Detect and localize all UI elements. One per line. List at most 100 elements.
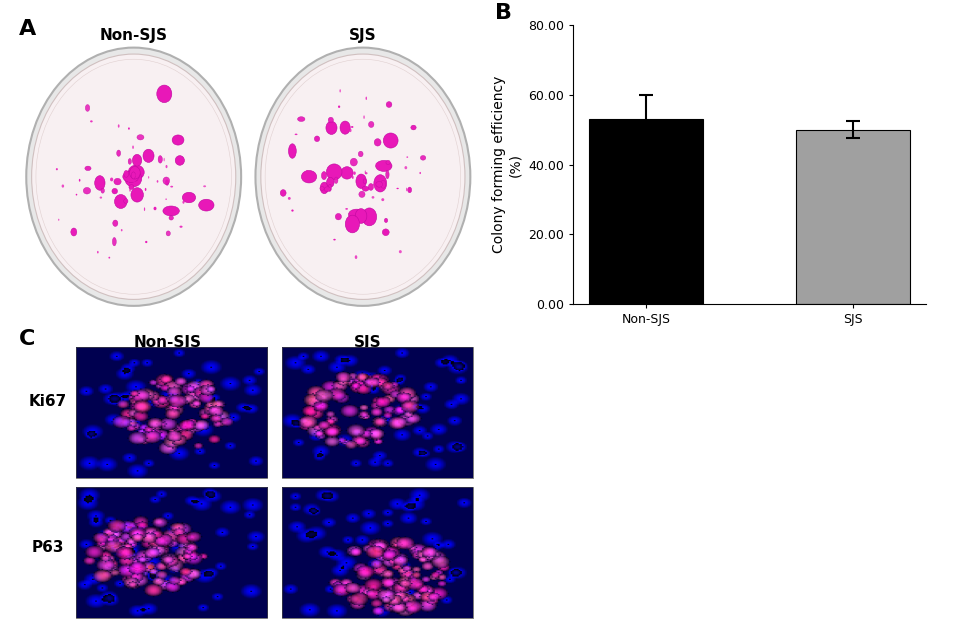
- Ellipse shape: [71, 228, 76, 236]
- Ellipse shape: [144, 208, 145, 211]
- Ellipse shape: [163, 206, 180, 216]
- Ellipse shape: [383, 133, 398, 148]
- Ellipse shape: [358, 177, 361, 178]
- Ellipse shape: [157, 180, 159, 183]
- Ellipse shape: [329, 117, 333, 123]
- Ellipse shape: [411, 125, 416, 130]
- Ellipse shape: [180, 225, 182, 228]
- Ellipse shape: [298, 116, 305, 122]
- Ellipse shape: [381, 198, 384, 201]
- Ellipse shape: [382, 229, 390, 235]
- Ellipse shape: [407, 156, 408, 158]
- Ellipse shape: [261, 54, 465, 299]
- Ellipse shape: [124, 199, 128, 203]
- Ellipse shape: [306, 170, 308, 172]
- Ellipse shape: [373, 175, 387, 192]
- Ellipse shape: [362, 186, 369, 191]
- Ellipse shape: [349, 209, 365, 220]
- Ellipse shape: [365, 172, 368, 174]
- Ellipse shape: [32, 54, 236, 299]
- Ellipse shape: [166, 231, 170, 236]
- Ellipse shape: [148, 176, 149, 179]
- Ellipse shape: [129, 185, 134, 189]
- Ellipse shape: [419, 172, 421, 174]
- Ellipse shape: [130, 166, 140, 179]
- Ellipse shape: [322, 172, 327, 180]
- Ellipse shape: [113, 220, 117, 227]
- Ellipse shape: [384, 234, 387, 235]
- Ellipse shape: [110, 178, 114, 181]
- Ellipse shape: [172, 135, 184, 145]
- Ellipse shape: [123, 171, 139, 182]
- Ellipse shape: [133, 180, 136, 182]
- Ellipse shape: [362, 208, 376, 226]
- Bar: [796, 130, 910, 304]
- Ellipse shape: [408, 187, 412, 192]
- Ellipse shape: [124, 170, 129, 177]
- Text: Non-SJS: Non-SJS: [133, 335, 202, 350]
- Ellipse shape: [125, 170, 141, 187]
- Ellipse shape: [320, 182, 329, 194]
- Ellipse shape: [112, 189, 117, 194]
- Ellipse shape: [99, 196, 102, 199]
- Ellipse shape: [327, 177, 334, 187]
- Ellipse shape: [340, 121, 350, 134]
- Text: P63: P63: [32, 540, 64, 555]
- Ellipse shape: [27, 47, 241, 306]
- Ellipse shape: [325, 187, 330, 192]
- Ellipse shape: [380, 180, 386, 188]
- Ellipse shape: [361, 176, 364, 177]
- Ellipse shape: [128, 180, 129, 184]
- Ellipse shape: [157, 85, 172, 103]
- Ellipse shape: [115, 194, 127, 208]
- Ellipse shape: [138, 179, 139, 181]
- Ellipse shape: [163, 158, 165, 161]
- Ellipse shape: [356, 174, 367, 189]
- Ellipse shape: [176, 156, 184, 165]
- Ellipse shape: [203, 185, 206, 187]
- Ellipse shape: [366, 97, 367, 100]
- Ellipse shape: [375, 163, 379, 165]
- Ellipse shape: [85, 104, 90, 111]
- Text: Ki67: Ki67: [29, 394, 67, 410]
- Ellipse shape: [182, 192, 196, 203]
- Ellipse shape: [95, 176, 105, 191]
- Ellipse shape: [182, 201, 184, 204]
- Ellipse shape: [334, 177, 338, 184]
- Ellipse shape: [97, 251, 98, 253]
- Ellipse shape: [314, 136, 320, 142]
- Text: SJS: SJS: [350, 28, 376, 43]
- Ellipse shape: [132, 172, 136, 179]
- Ellipse shape: [373, 184, 375, 185]
- Ellipse shape: [350, 158, 357, 166]
- Ellipse shape: [351, 126, 353, 128]
- Ellipse shape: [117, 124, 119, 128]
- Ellipse shape: [364, 115, 365, 119]
- Ellipse shape: [109, 257, 110, 258]
- Ellipse shape: [386, 160, 391, 165]
- Ellipse shape: [295, 134, 298, 135]
- Ellipse shape: [128, 158, 132, 165]
- Ellipse shape: [374, 139, 381, 146]
- Ellipse shape: [369, 122, 374, 127]
- Ellipse shape: [165, 198, 167, 200]
- Ellipse shape: [143, 149, 154, 163]
- Ellipse shape: [132, 146, 134, 149]
- Ellipse shape: [145, 188, 146, 191]
- Ellipse shape: [121, 229, 122, 232]
- Ellipse shape: [396, 188, 399, 189]
- Ellipse shape: [129, 188, 131, 192]
- Ellipse shape: [165, 165, 167, 168]
- Ellipse shape: [302, 170, 317, 183]
- Ellipse shape: [114, 179, 121, 185]
- Ellipse shape: [354, 255, 357, 259]
- Ellipse shape: [55, 168, 58, 170]
- Ellipse shape: [129, 168, 130, 170]
- Bar: [589, 120, 703, 304]
- Ellipse shape: [365, 170, 366, 174]
- Ellipse shape: [170, 185, 173, 187]
- Ellipse shape: [131, 188, 143, 202]
- Text: Non-SJS: Non-SJS: [99, 28, 168, 43]
- Ellipse shape: [371, 196, 374, 199]
- Ellipse shape: [83, 187, 91, 194]
